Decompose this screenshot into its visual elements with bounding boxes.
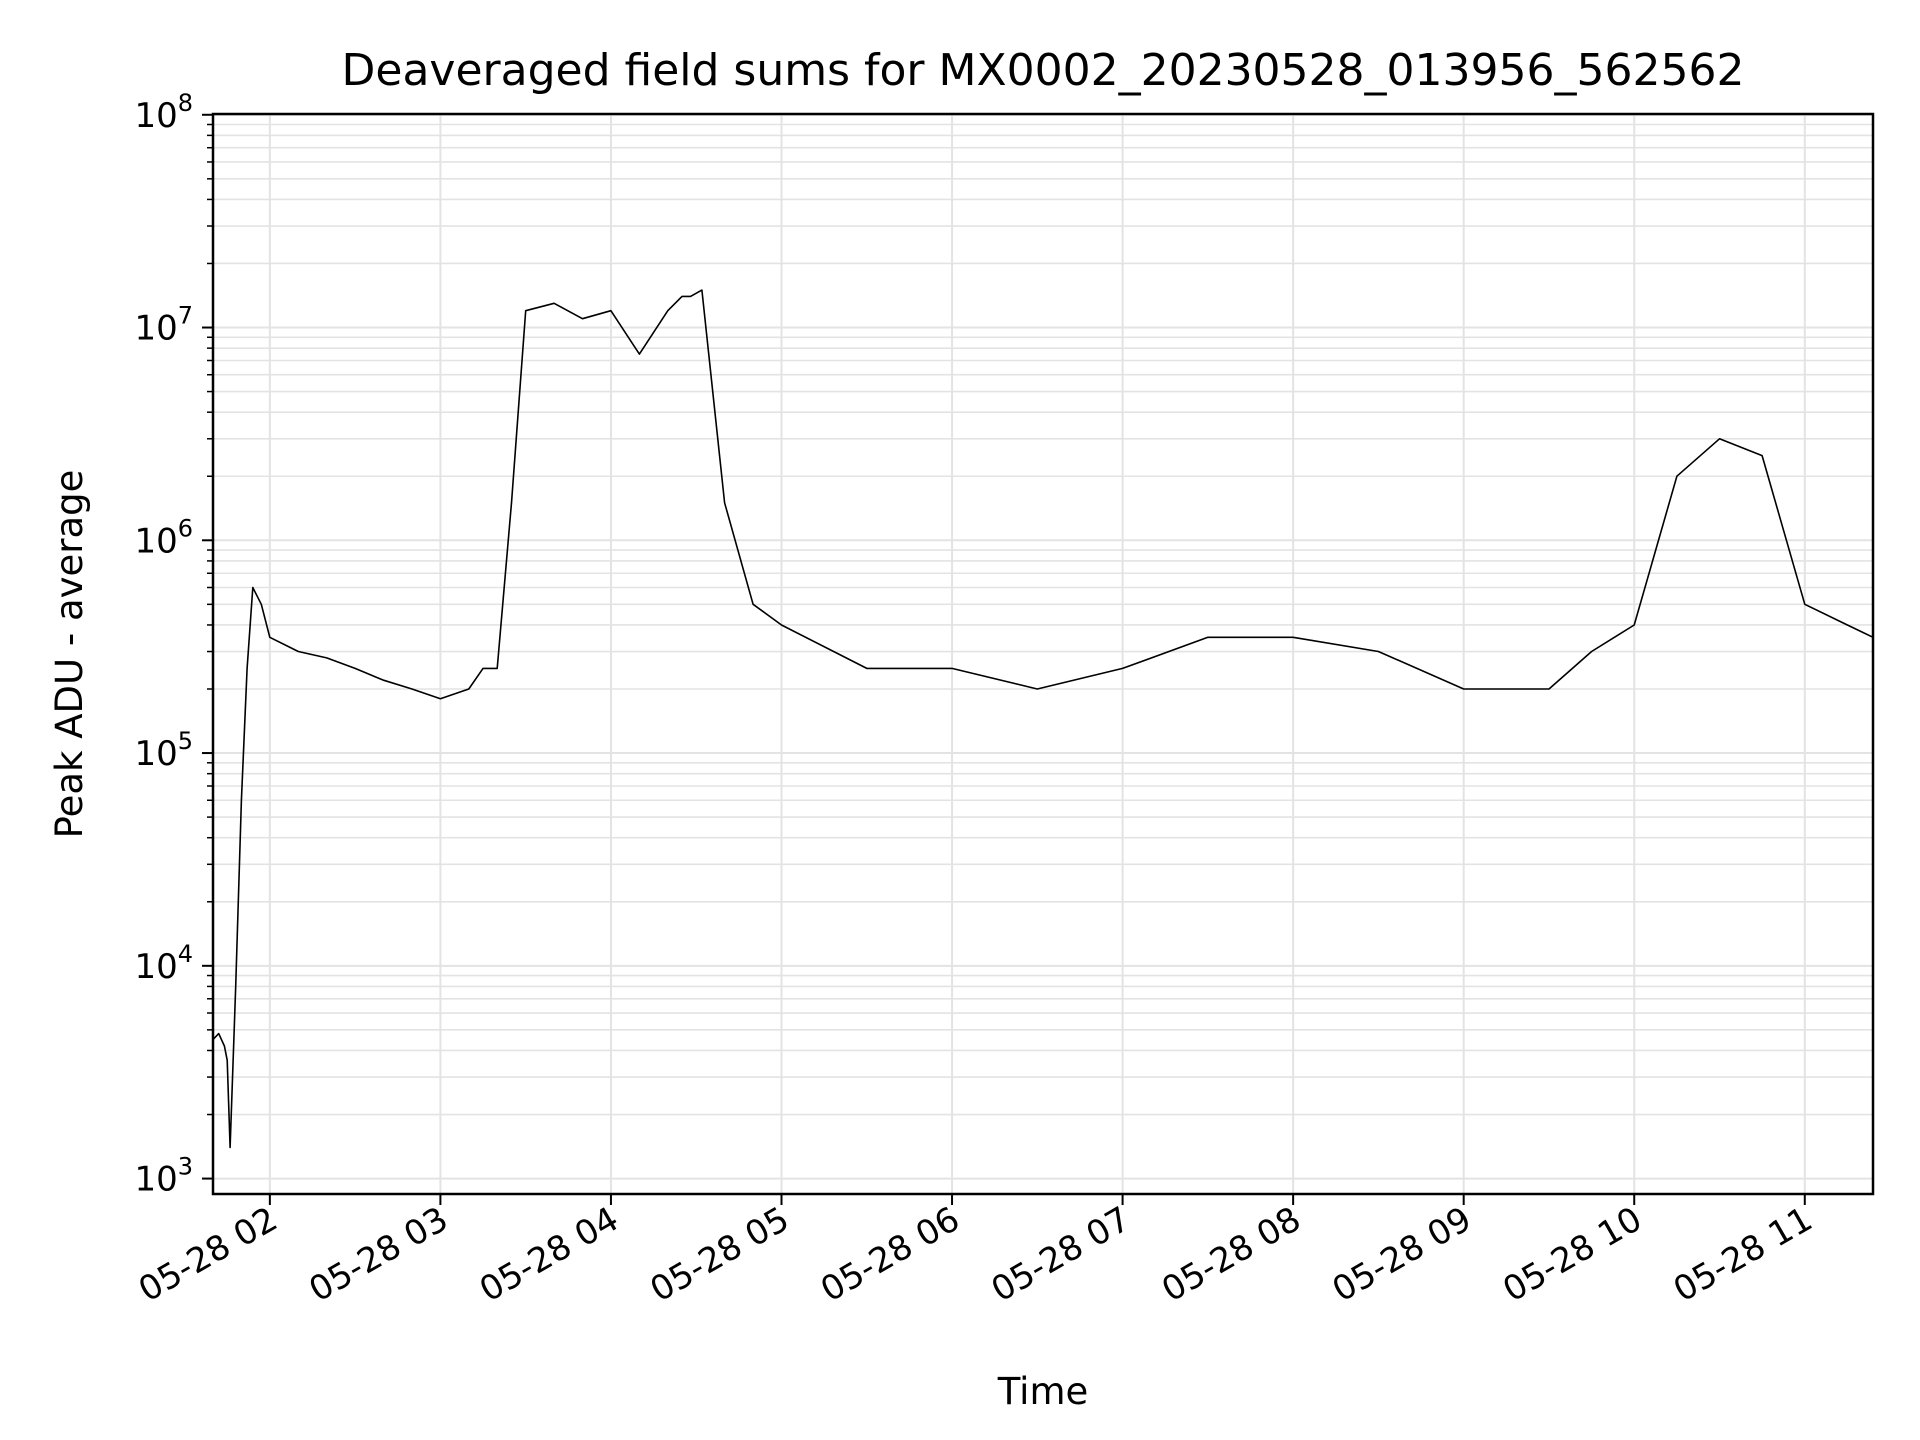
- y-tick-label: 106: [134, 514, 193, 561]
- plot-frame: [211, 112, 1875, 1196]
- chart-title: Deaveraged field sums for MX0002_2023052…: [342, 45, 1745, 96]
- x-axis-label: Time: [997, 1370, 1089, 1413]
- y-axis-label: Peak ADU - average: [48, 470, 91, 839]
- y-tick-label: 107: [134, 302, 193, 349]
- grid: [213, 113, 1873, 1194]
- y-tick-label: 103: [134, 1153, 193, 1200]
- y-axis: 103 104 105 106 107 108: [134, 89, 213, 1200]
- data-series: [212, 289, 1874, 1149]
- series-line: [212, 289, 1874, 1149]
- y-tick-label: 104: [134, 940, 193, 987]
- y-tick-label: 108: [134, 89, 193, 136]
- y-tick-label: 105: [134, 727, 193, 774]
